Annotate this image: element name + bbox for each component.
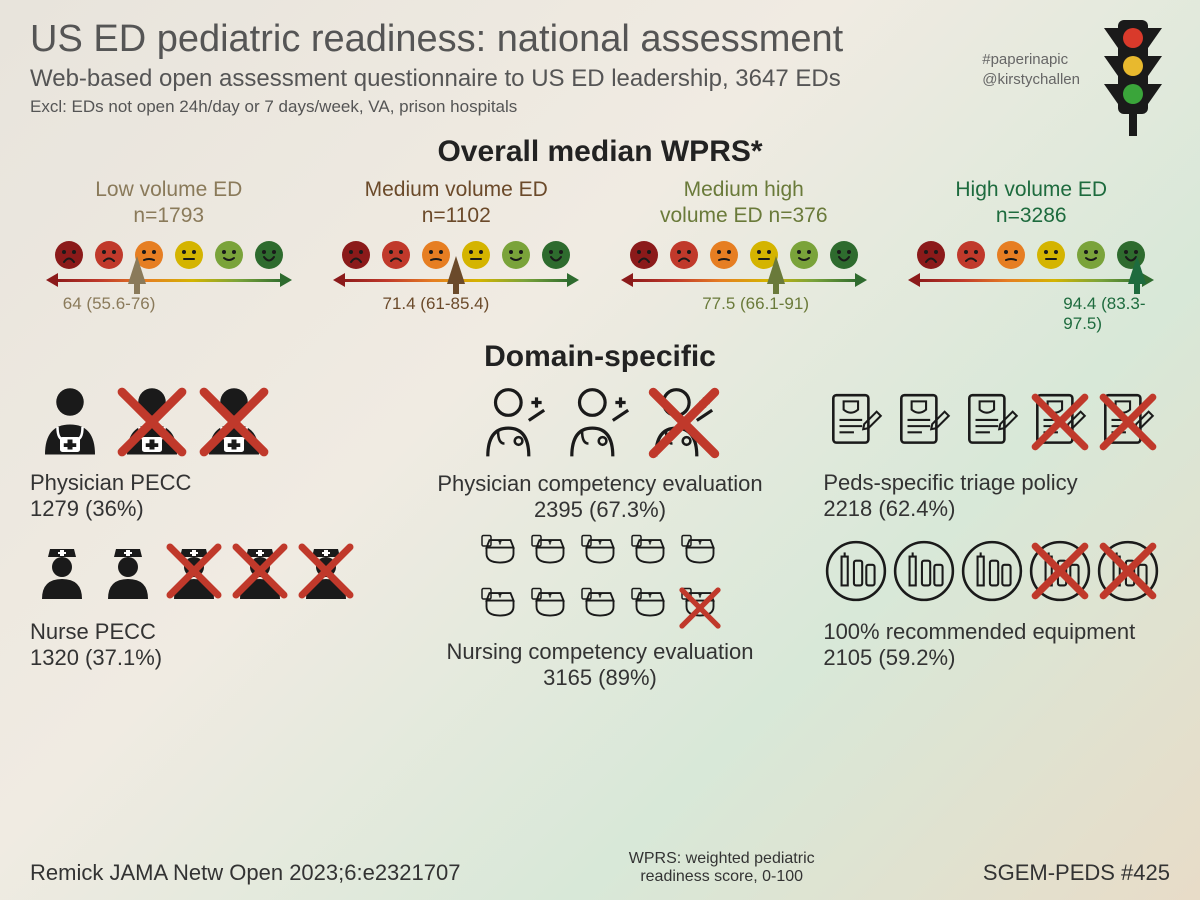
- citation: Remick JAMA Netw Open 2023;6:e2321707: [30, 860, 460, 886]
- wprs-row: Low volume EDn=1793 64 (55.6-76)Medium v…: [0, 169, 1200, 334]
- equipment-icon: [1027, 538, 1093, 609]
- face-icon: [996, 240, 1026, 270]
- nurse-outline-icon: [626, 584, 674, 637]
- nurse-comp-cell: Nursing competency evaluation 3165 (89%): [401, 531, 800, 691]
- nurse-outline-icon: [676, 531, 724, 584]
- face-icon: [214, 240, 244, 270]
- equip-icons: [823, 531, 1170, 617]
- nurse-pecc-label: Nurse PECC: [30, 619, 377, 645]
- equipment-icon: [823, 538, 889, 609]
- nurse-icon: [294, 539, 358, 608]
- nurse-icon: [228, 539, 292, 608]
- footer: Remick JAMA Netw Open 2023;6:e2321707 WP…: [30, 850, 1170, 886]
- phys-comp-value: 2395 (67.3%): [401, 497, 800, 523]
- wprs-col-2: Medium highvolume ED n=376 77.5 (66.1-91…: [605, 177, 883, 334]
- trafficlight-icon: [1094, 18, 1172, 143]
- policy-doc-icon: [823, 389, 889, 460]
- wprs-scale: [341, 240, 571, 288]
- wprs-section-title: Overall median WPRS*: [0, 135, 1200, 169]
- face-icon: [829, 240, 859, 270]
- physician-pecc-label: Physician PECC: [30, 470, 377, 496]
- policy-doc-icon: [891, 389, 957, 460]
- triage-label: Peds-specific triage policy: [823, 470, 1170, 496]
- policy-doc-icon: [1095, 389, 1161, 460]
- phys-comp-cell: Physician competency evaluation 2395 (67…: [401, 382, 800, 523]
- hashtag-paperinapic: #paperinapic: [982, 50, 1080, 70]
- face-icon: [669, 240, 699, 270]
- nurse-comp-icons-1: [401, 531, 800, 584]
- nurse-outline-icon: [476, 584, 524, 637]
- physician-pecc-icons: [30, 382, 377, 468]
- face-icon: [789, 240, 819, 270]
- wprs-col-1: Medium volume EDn=1102 71.4 (61-85.4): [318, 177, 596, 334]
- face-icon: [461, 240, 491, 270]
- physician-outline-icon: [559, 382, 641, 469]
- face-icon: [54, 240, 84, 270]
- nurse-pecc-cell: Nurse PECC 1320 (37.1%): [30, 531, 377, 691]
- physician-icon: [30, 382, 110, 467]
- footnote: WPRS: weighted pediatric readiness score…: [629, 850, 815, 886]
- wprs-col-3: High volume EDn=3286 94.4 (83.3-97.5): [893, 177, 1171, 334]
- nurse-outline-icon: [526, 584, 574, 637]
- face-icon: [254, 240, 284, 270]
- physician-pecc-cell: Physician PECC 1279 (36%): [30, 382, 377, 523]
- nurse-icon: [162, 539, 226, 608]
- face-icon: [1076, 240, 1106, 270]
- policy-doc-icon: [959, 389, 1025, 460]
- nurse-comp-label: Nursing competency evaluation: [401, 639, 800, 665]
- nurse-outline-icon: [676, 584, 724, 637]
- face-icon: [956, 240, 986, 270]
- face-icon: [709, 240, 739, 270]
- nurse-pecc-value: 1320 (37.1%): [30, 645, 377, 671]
- face-icon: [94, 240, 124, 270]
- nurse-outline-icon: [476, 531, 524, 584]
- equip-value: 2105 (59.2%): [823, 645, 1170, 671]
- face-icon: [916, 240, 946, 270]
- physician-outline-icon: [475, 382, 557, 469]
- triage-icons: [823, 382, 1170, 468]
- face-icon: [341, 240, 371, 270]
- physician-pecc-value: 1279 (36%): [30, 496, 377, 522]
- equipment-icon: [891, 538, 957, 609]
- nurse-outline-icon: [626, 531, 674, 584]
- nurse-comp-icons-2: [401, 584, 800, 637]
- series-tag: SGEM-PEDS #425: [983, 860, 1170, 886]
- exclusions: Excl: EDs not open 24h/day or 7 days/wee…: [30, 97, 1170, 117]
- physician-icon: [194, 382, 274, 467]
- domain-section-title: Domain-specific: [0, 340, 1200, 374]
- equipment-icon: [1095, 538, 1161, 609]
- face-icon: [381, 240, 411, 270]
- physician-outline-icon: [643, 382, 725, 469]
- nurse-pecc-icons: [30, 531, 377, 617]
- face-icon: [501, 240, 531, 270]
- nurse-icon: [96, 539, 160, 608]
- wprs-scale: [629, 240, 859, 288]
- equip-cell: 100% recommended equipment 2105 (59.2%): [823, 531, 1170, 691]
- nurse-outline-icon: [526, 531, 574, 584]
- domain-grid: Physician PECC 1279 (36%) Physician comp…: [0, 374, 1200, 691]
- hashtag-author: @kirstychallen: [982, 70, 1080, 90]
- nurse-comp-value: 3165 (89%): [401, 665, 800, 691]
- hashtags: #paperinapic @kirstychallen: [982, 50, 1080, 89]
- nurse-outline-icon: [576, 531, 624, 584]
- equipment-icon: [959, 538, 1025, 609]
- triage-cell: Peds-specific triage policy 2218 (62.4%): [823, 382, 1170, 523]
- wprs-scale: [54, 240, 284, 288]
- face-icon: [1036, 240, 1066, 270]
- physician-icon: [112, 382, 192, 467]
- face-icon: [629, 240, 659, 270]
- phys-comp-label: Physician competency evaluation: [401, 471, 800, 497]
- phys-comp-icons: [401, 382, 800, 469]
- nurse-icon: [30, 539, 94, 608]
- face-icon: [174, 240, 204, 270]
- equip-label: 100% recommended equipment: [823, 619, 1170, 645]
- nurse-outline-icon: [576, 584, 624, 637]
- triage-value: 2218 (62.4%): [823, 496, 1170, 522]
- wprs-scale: [916, 240, 1146, 288]
- face-icon: [541, 240, 571, 270]
- wprs-col-0: Low volume EDn=1793 64 (55.6-76): [30, 177, 308, 334]
- policy-doc-icon: [1027, 389, 1093, 460]
